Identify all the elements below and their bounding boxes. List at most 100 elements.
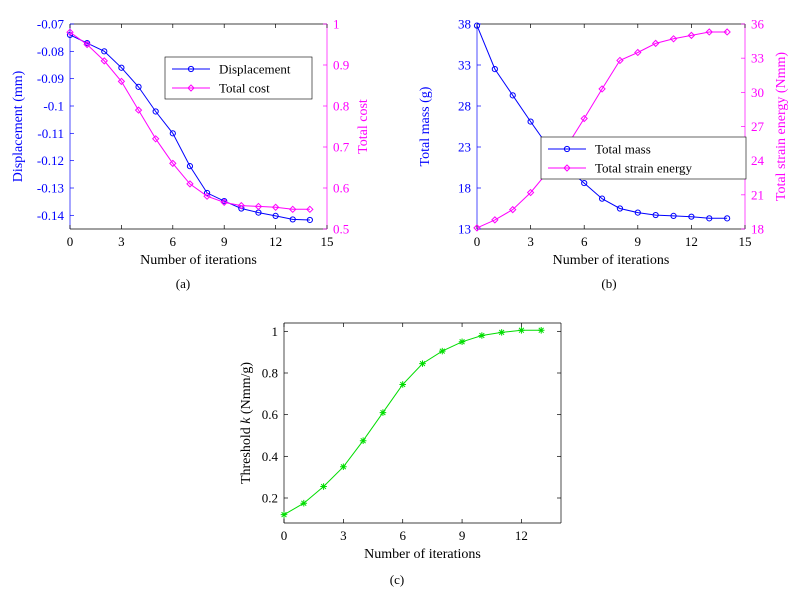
data-point bbox=[135, 83, 142, 90]
data-point bbox=[118, 64, 125, 71]
data-point bbox=[306, 216, 313, 224]
x-axis-label: Number of iterations bbox=[553, 253, 670, 268]
y-tick-label-left: -0.13 bbox=[37, 181, 64, 196]
data-point bbox=[598, 195, 606, 202]
series-total-cost bbox=[66, 28, 314, 214]
data-point bbox=[478, 332, 486, 339]
caption: (c) bbox=[390, 572, 404, 587]
data-point bbox=[473, 224, 481, 232]
data-point bbox=[220, 198, 228, 207]
legend-label: Displacement bbox=[219, 62, 291, 77]
x-tick-label: 3 bbox=[118, 234, 125, 249]
series-displacement bbox=[66, 31, 313, 224]
y-tick-label-right: 24 bbox=[751, 153, 765, 168]
legend: Total mass Total strain energy bbox=[540, 136, 747, 180]
legend-marker bbox=[563, 164, 571, 172]
data-point bbox=[237, 201, 246, 210]
y-tick-label-right: 0.7 bbox=[333, 140, 350, 155]
data-point bbox=[134, 106, 143, 114]
x-tick-label: 3 bbox=[527, 234, 534, 249]
data-point bbox=[254, 202, 263, 211]
data-point bbox=[300, 499, 308, 507]
data-point bbox=[271, 203, 280, 211]
data-point bbox=[723, 28, 731, 36]
y-axis-label: Threshold k (Nmm/g) bbox=[239, 362, 254, 484]
chart-a: 0 3 6 9 12 15 Number of iterations -0.07 -0.08 -0… bbox=[11, 17, 371, 292]
legend: Displacement Total cost bbox=[164, 56, 313, 100]
x-tick-label: 6 bbox=[170, 234, 177, 249]
data-point bbox=[152, 108, 159, 115]
series-total-mass bbox=[473, 22, 731, 222]
y-tick-label-right: 0.9 bbox=[333, 58, 349, 73]
data-point bbox=[537, 326, 545, 334]
legend-marker bbox=[187, 84, 195, 92]
data-point bbox=[581, 179, 588, 187]
data-point bbox=[491, 216, 499, 224]
y-axis-label-prefix: Threshold bbox=[239, 424, 254, 484]
data-point bbox=[399, 381, 407, 388]
data-point bbox=[203, 189, 211, 197]
legend-label: Total strain energy bbox=[595, 161, 693, 176]
data-point bbox=[498, 329, 505, 336]
y-tick-label-right: 0.6 bbox=[333, 181, 350, 196]
y-tick-label-right: 0.8 bbox=[333, 99, 349, 114]
x-tick-label: 12 bbox=[685, 234, 698, 249]
data-point bbox=[151, 135, 160, 143]
y-tick-label-right: 30 bbox=[751, 85, 764, 100]
y-tick-label-right: 18 bbox=[751, 222, 764, 237]
legend-label: Total cost bbox=[219, 81, 270, 96]
series-line bbox=[476, 25, 728, 219]
data-point bbox=[186, 180, 194, 188]
data-point bbox=[616, 205, 624, 212]
x-tick-label: 9 bbox=[221, 234, 228, 249]
caption: (a) bbox=[176, 276, 190, 291]
data-point bbox=[509, 92, 516, 99]
data-point bbox=[306, 205, 314, 214]
data-point bbox=[289, 216, 296, 223]
legend-label: Total mass bbox=[595, 142, 651, 157]
x-tick-label: 15 bbox=[321, 234, 334, 249]
y-tick-label-left: -0.12 bbox=[37, 153, 64, 168]
caption: (b) bbox=[601, 276, 616, 291]
y-axis-label-variable: k bbox=[239, 417, 254, 424]
data-point bbox=[669, 35, 678, 43]
series-line bbox=[283, 329, 542, 516]
data-point bbox=[83, 40, 91, 49]
x-tick-label: 6 bbox=[581, 234, 588, 249]
data-point bbox=[518, 326, 525, 334]
data-point bbox=[598, 85, 606, 93]
data-point bbox=[688, 213, 695, 220]
x-tick-label: 12 bbox=[269, 234, 282, 249]
y-tick-label-left: 13 bbox=[458, 222, 471, 237]
data-point bbox=[706, 215, 713, 222]
y-tick-label-left: -0.11 bbox=[37, 126, 64, 141]
data-point bbox=[101, 48, 108, 55]
x-tick-label: 0 bbox=[67, 234, 74, 249]
series-total-strain-energy bbox=[473, 28, 731, 232]
data-point bbox=[340, 463, 347, 471]
x-tick-label: 0 bbox=[474, 234, 481, 249]
data-point bbox=[458, 338, 466, 346]
y-tick-label-right: 33 bbox=[751, 51, 764, 66]
y-tick-label-left: -0.14 bbox=[37, 208, 65, 223]
y-tick-label-right: 1 bbox=[333, 17, 340, 32]
y-tick-label-left: 0.8 bbox=[262, 366, 278, 381]
data-point bbox=[289, 205, 297, 214]
data-point bbox=[66, 28, 74, 36]
data-point bbox=[280, 511, 288, 518]
y-tick-label-left: -0.08 bbox=[37, 44, 64, 59]
series-line bbox=[69, 31, 310, 210]
data-point bbox=[169, 159, 177, 168]
y-tick-label-left: -0.1 bbox=[43, 99, 64, 114]
x-axis-label: Number of iterations bbox=[140, 253, 257, 268]
series-line bbox=[476, 31, 728, 229]
x-tick-label: 15 bbox=[739, 234, 752, 249]
x-tick-label: 12 bbox=[515, 528, 528, 543]
data-point bbox=[652, 211, 659, 219]
y-axis-label-right: Total cost bbox=[356, 99, 371, 154]
data-point bbox=[527, 118, 534, 125]
legend-marker bbox=[187, 65, 195, 73]
data-point bbox=[670, 212, 677, 219]
data-point bbox=[473, 22, 481, 29]
